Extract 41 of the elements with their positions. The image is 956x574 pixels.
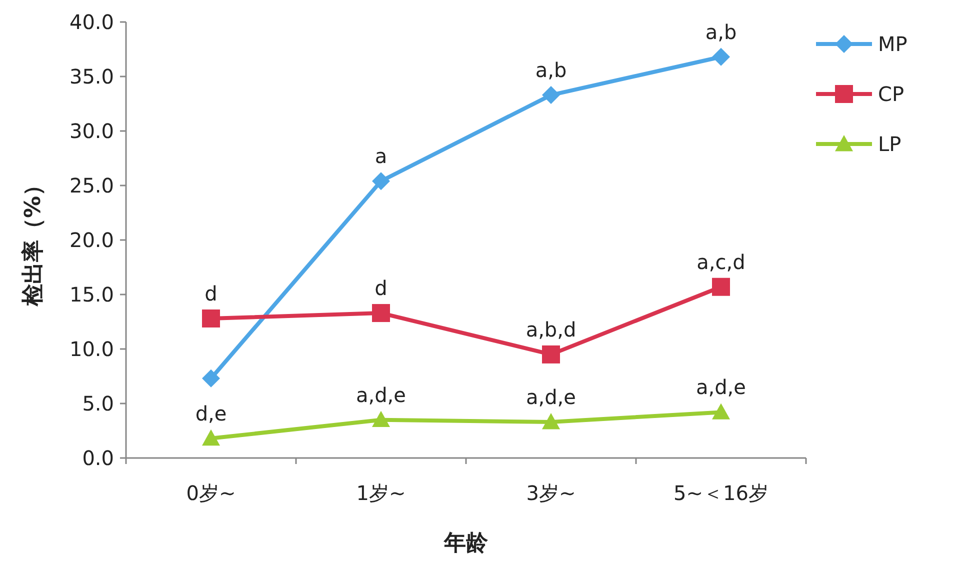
point — [712, 278, 730, 296]
point — [542, 86, 560, 104]
x-tick-label: 0岁~ — [186, 481, 236, 505]
point — [712, 48, 730, 66]
y-tick-label: 30.0 — [69, 119, 114, 143]
y-tick-label: 0.0 — [82, 446, 114, 470]
annotation: d,e — [195, 401, 227, 426]
annotation: d — [204, 281, 218, 306]
point — [202, 429, 220, 446]
y-tick-label: 25.0 — [69, 174, 114, 198]
legend-label: CP — [878, 82, 904, 106]
annotation: a,d,e — [526, 385, 576, 410]
annotation: a,b — [705, 20, 737, 44]
legend-label: MP — [878, 32, 908, 56]
annotation: a,b,d — [526, 317, 576, 342]
point — [202, 369, 220, 388]
annotation: a,d,e — [356, 382, 406, 407]
y-tick-label: 5.0 — [82, 392, 114, 416]
y-tick-label: 10.0 — [69, 337, 114, 361]
point — [372, 172, 390, 190]
y-tick-label: 40.0 — [69, 10, 114, 34]
legend-label: LP — [878, 132, 902, 156]
annotation: a — [374, 144, 388, 168]
point — [202, 309, 220, 328]
point — [712, 403, 730, 420]
x-tick-label: 1岁~ — [356, 481, 406, 505]
x-axis-title: 年龄 — [443, 531, 489, 556]
y-tick-label: 35.0 — [69, 64, 114, 88]
annotation: a,d,e — [696, 375, 746, 400]
point — [542, 413, 560, 430]
y-axis-title: 检出率（%） — [20, 174, 46, 308]
x-tick-label: 3岁~ — [526, 481, 576, 505]
point — [372, 304, 390, 322]
annotation: a,c,d — [696, 250, 746, 274]
annotation: d — [374, 276, 388, 300]
point — [542, 345, 560, 364]
y-tick-label: 20.0 — [69, 228, 114, 252]
x-tick-label: 5~＜16岁 — [674, 481, 768, 505]
annotation: a,b — [535, 58, 567, 82]
y-tick-label: 15.0 — [69, 282, 114, 306]
point — [372, 410, 390, 428]
